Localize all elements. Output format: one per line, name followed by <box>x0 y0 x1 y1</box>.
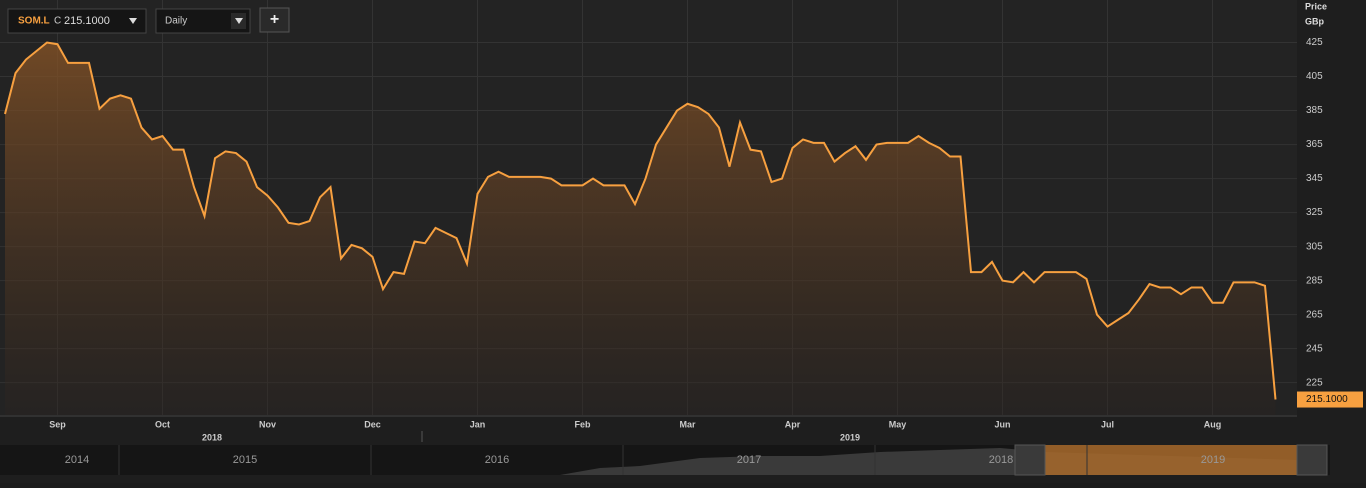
y-tick-label: 365 <box>1306 139 1323 150</box>
x-tick-label: Jul <box>1101 419 1114 429</box>
y-tick-label: 245 <box>1306 343 1323 354</box>
x-tick-label: Oct <box>155 419 170 429</box>
y-tick-label: 305 <box>1306 241 1323 252</box>
dropdown-arrow[interactable] <box>129 18 137 24</box>
navigator-year: 2015 <box>233 454 257 466</box>
price-line <box>4 41 1277 400</box>
close-prefix: C <box>54 16 61 27</box>
x-tick-label: Dec <box>364 419 381 429</box>
last-price-tag <box>1297 391 1363 408</box>
close-price: 215.1000 <box>64 15 110 27</box>
x-tick-label: Sep <box>49 419 66 429</box>
x-tick-label: Apr <box>785 419 801 429</box>
dropdown-arrow[interactable] <box>235 18 243 24</box>
y-tick-label: 345 <box>1306 173 1323 184</box>
navigator-year: 2019 <box>1201 454 1225 466</box>
x-tick-label: Nov <box>259 419 276 429</box>
y-tick-label: 225 <box>1306 377 1323 388</box>
navigator-handle[interactable] <box>1014 444 1046 476</box>
add-button[interactable] <box>259 7 290 33</box>
x-tick-label: Aug <box>1204 419 1222 429</box>
y-tick-label: 405 <box>1306 71 1323 82</box>
y-tick-label: 425 <box>1306 37 1323 48</box>
navigator-year: 2017 <box>737 454 761 466</box>
area <box>5 42 1276 415</box>
x-tick-label: Mar <box>679 419 696 429</box>
add-label: + <box>270 11 279 28</box>
symbol-box[interactable] <box>7 8 147 34</box>
y-tick-label: 325 <box>1306 207 1323 218</box>
navigator-year: 2014 <box>65 454 89 466</box>
y-axis-unit: GBp <box>1305 16 1325 26</box>
interval: Daily <box>165 16 187 27</box>
navigator-year: 2016 <box>485 454 509 466</box>
x-tick-label: Jan <box>470 419 486 429</box>
x-tick-label: May <box>889 419 907 429</box>
x-tick-label: Feb <box>574 419 591 429</box>
y-axis-title: Price <box>1305 1 1327 11</box>
y-tick-label: 265 <box>1306 309 1323 320</box>
y-tick-label: 285 <box>1306 275 1323 286</box>
navigator-year: 2018 <box>989 454 1013 466</box>
y-tick-label: 385 <box>1306 105 1323 116</box>
last-price-label: 215.1000 <box>1306 394 1348 405</box>
navigator-selection[interactable] <box>1045 445 1297 475</box>
navigator-handle[interactable] <box>1296 444 1328 476</box>
symbol: SOM.L <box>18 16 50 27</box>
year-label: 2019 <box>840 432 860 442</box>
year-label: 2018 <box>202 432 222 442</box>
x-tick-label: Jun <box>994 419 1010 429</box>
